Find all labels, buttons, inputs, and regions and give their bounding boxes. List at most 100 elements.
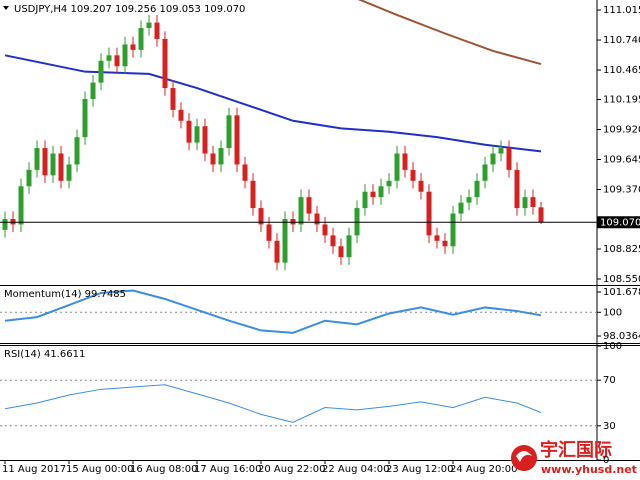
y-tick-label: 30 <box>603 421 616 432</box>
candle-body <box>442 240 448 247</box>
candle-body <box>322 224 328 236</box>
candle-body <box>434 235 440 241</box>
candle-body <box>106 55 112 61</box>
candle-body <box>338 246 344 258</box>
candle-body <box>170 88 176 110</box>
candle-body <box>162 38 168 89</box>
candle-body <box>354 208 360 236</box>
candle-body <box>58 153 64 181</box>
candle-body <box>114 55 120 67</box>
candle-body <box>290 218 296 225</box>
candle-body <box>370 191 376 198</box>
candle-body <box>146 22 152 29</box>
y-tick-label: 98.0364 <box>603 331 640 342</box>
candle-body <box>218 148 224 165</box>
candle-body <box>138 28 144 50</box>
candle-body <box>122 44 128 67</box>
y-tick-label: 108.550 <box>603 274 640 285</box>
logo-name: 宇汇国际 <box>540 439 612 461</box>
candle-body <box>274 240 280 263</box>
candle-body <box>362 191 368 209</box>
candle-body <box>378 186 384 198</box>
candle-body <box>458 202 464 214</box>
y-tick-label: 110.740 <box>603 35 640 46</box>
candle-body <box>66 164 72 181</box>
chart-title: USDJPY,H4 109.207 109.256 109.053 109.07… <box>14 4 245 15</box>
indicator-title: RSI(14) 41.6611 <box>4 349 85 360</box>
candle-body <box>538 207 544 223</box>
x-tick-label: 24 Aug 20:00 <box>450 464 517 475</box>
candle-body <box>90 82 96 99</box>
candle-body <box>482 164 488 181</box>
logo-mark <box>516 451 532 462</box>
title-arrow <box>3 6 9 10</box>
x-tick-label: 23 Aug 12:00 <box>386 464 453 475</box>
candle-body <box>234 115 240 165</box>
candle-body <box>314 213 320 225</box>
candle-body <box>530 197 536 207</box>
candle-body <box>226 115 232 149</box>
x-tick-label: 20 Aug 22:00 <box>258 464 325 475</box>
y-tick-label: 109.645 <box>603 155 640 166</box>
candle-body <box>82 98 88 138</box>
candle-body <box>466 197 472 203</box>
candle-body <box>522 197 528 209</box>
x-tick-label: 17 Aug 16:00 <box>194 464 261 475</box>
candle-body <box>306 197 312 214</box>
candle-body <box>410 169 416 181</box>
main-plot <box>2 0 544 271</box>
y-tick-label: 110.465 <box>603 65 640 76</box>
candle-body <box>50 153 56 176</box>
candle-body <box>426 191 432 236</box>
y-tick-label: 0 <box>603 455 609 466</box>
candle-body <box>266 224 272 241</box>
candle-body <box>346 235 352 258</box>
candle-body <box>394 153 400 181</box>
candle-body <box>10 218 16 225</box>
candle-body <box>258 208 264 225</box>
candle-body <box>490 153 496 165</box>
candle-body <box>74 137 80 165</box>
candle-body <box>18 186 24 225</box>
candle-body <box>242 164 248 181</box>
candle-body <box>42 148 48 176</box>
candle-body <box>402 153 408 170</box>
candle-body <box>386 180 392 187</box>
y-tick-label: 109.370 <box>603 185 640 196</box>
x-tick-label: 22 Aug 04:00 <box>322 464 389 475</box>
candle-body <box>178 109 184 121</box>
logo-icon <box>511 445 537 471</box>
candle-body <box>498 148 504 154</box>
candle-body <box>194 126 200 143</box>
candle-body <box>186 120 192 143</box>
candle-body <box>298 197 304 225</box>
candle-body <box>26 169 32 187</box>
indicator-title: Momentum(14) 99.7485 <box>4 289 126 300</box>
candle-body <box>514 169 520 209</box>
candle-body <box>2 218 8 230</box>
candle-body <box>210 153 216 165</box>
y-tick-label: 110.195 <box>603 95 640 106</box>
moving-average <box>4 54 542 153</box>
y-tick-label: 101.6784 <box>603 287 640 298</box>
logo-url: www.yhusd.net <box>541 463 637 476</box>
candle-body <box>506 148 512 170</box>
candle-body <box>34 148 40 170</box>
current-price-label: 109.070 <box>600 217 640 228</box>
current-price-box <box>597 216 640 229</box>
candle-body <box>282 218 288 263</box>
candle-body <box>130 44 136 50</box>
y-tick-label: 70 <box>603 375 616 386</box>
y-tick-label: 100 <box>603 307 622 318</box>
candle-body <box>154 22 160 39</box>
candle-body <box>474 180 480 198</box>
candle-body <box>418 180 424 192</box>
candle-body <box>450 213 456 247</box>
y-tick-label: 111.015 <box>603 5 640 16</box>
candle-body <box>250 180 256 209</box>
candle-body <box>330 235 336 247</box>
x-tick-label: 15 Aug 00:00 <box>66 464 133 475</box>
y-tick-label: 108.825 <box>603 244 640 255</box>
x-tick-label: 11 Aug 2017 <box>2 464 66 475</box>
